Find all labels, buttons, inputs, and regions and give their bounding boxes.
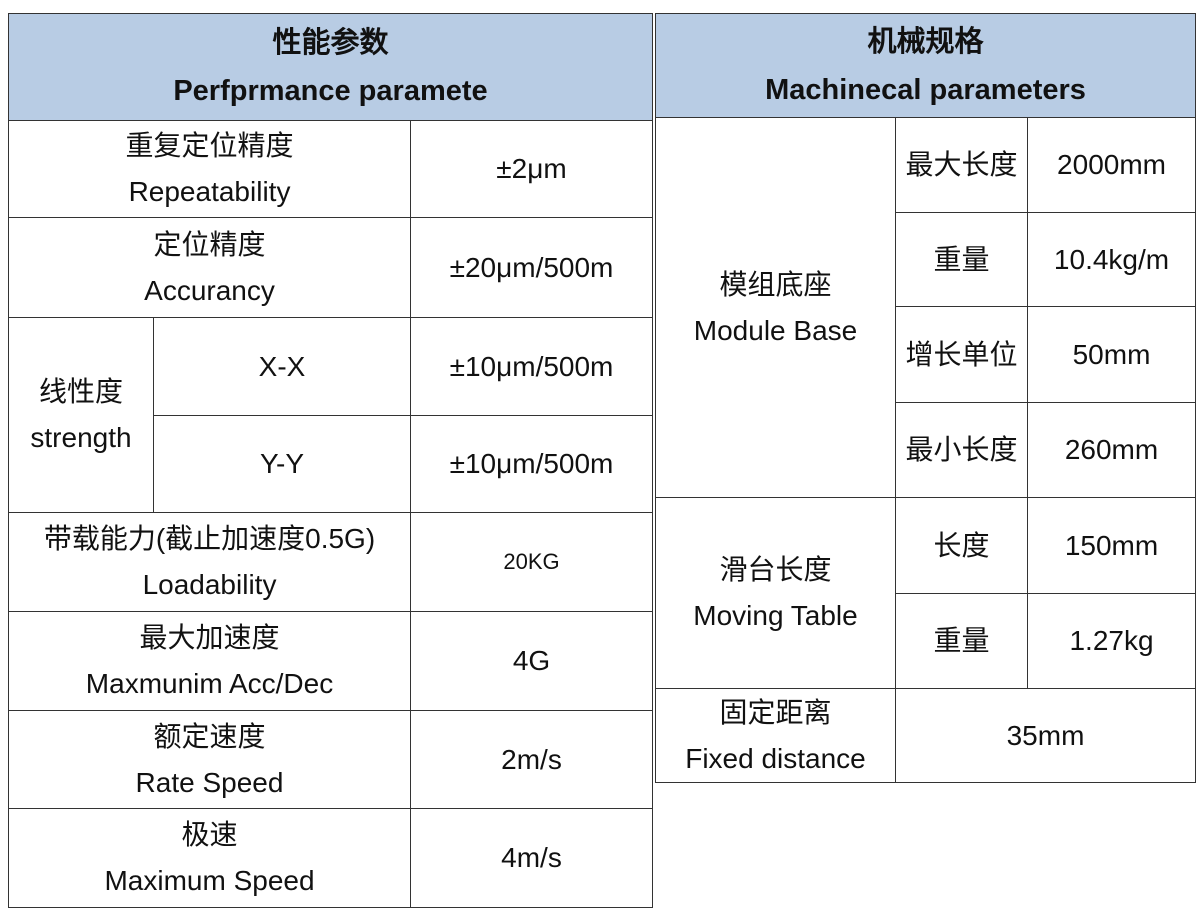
cell-text: Loadability xyxy=(142,569,277,600)
row-value: 4m/s xyxy=(410,808,653,908)
mechanical-header: 机械规格 Machinecal parameters xyxy=(654,13,1197,118)
cell-text: 极速 xyxy=(181,819,238,850)
sub-label: X-X xyxy=(153,317,411,416)
title-cn: 性能参数 xyxy=(272,27,389,59)
group-label: 模组底座 Module Base xyxy=(655,117,896,498)
cell-text: 模组底座 xyxy=(719,268,832,300)
row-label: 线性度 strength xyxy=(8,317,154,513)
cell-text: Module Base xyxy=(693,314,858,346)
table-row: 最小长度 260mm xyxy=(656,402,1197,498)
cell-text: Repeatability xyxy=(128,176,291,207)
cell-text: 带载能力(截止加速度0.5G) xyxy=(43,523,376,554)
item-value: 2000mm xyxy=(1026,117,1197,213)
mechanical-table: 机械规格 Machinecal parameters 模组底座 Module Ba… xyxy=(654,13,1197,783)
row-value: ±10μm/500m xyxy=(410,415,653,513)
sub-label: Y-Y xyxy=(153,415,411,513)
performance-header: 性能参数 Perfprmance paramete xyxy=(8,13,653,121)
table-row: 固定距离 Fixed distance 35mm xyxy=(655,688,1197,783)
cell-text: Rate Speed xyxy=(135,766,284,798)
item-label: 增长单位 xyxy=(895,306,1028,403)
item-value: 150mm xyxy=(1026,497,1197,594)
table-row: 线性度 strength X-X ±10μm/500m xyxy=(8,317,653,513)
cell-text: 重复定位精度 xyxy=(125,130,294,161)
cell-text: Moving Table xyxy=(693,600,858,631)
row-value: 4G xyxy=(410,611,653,711)
group-label: 滑台长度 Moving Table xyxy=(655,497,896,689)
cell-text: strength xyxy=(30,422,132,453)
cell-text: Maxmunim Acc/Dec xyxy=(85,668,334,699)
table-row: 极速 Maximum Speed 4m/s xyxy=(8,808,653,908)
table-row: 重复定位精度 Repeatability ±2μm xyxy=(8,120,653,218)
item-value: 1.27kg xyxy=(1026,593,1197,689)
item-value: 35mm xyxy=(894,688,1197,783)
table-row: 重量 1.27kg xyxy=(656,593,1197,689)
table-row: 模组底座 Module Base 最大长度 2000mm xyxy=(655,117,1197,498)
table-row: 滑台长度 Moving Table 长度 150mm xyxy=(655,497,1197,689)
table-row: 最大加速度 Maxmunim Acc/Dec 4G xyxy=(8,611,653,711)
item-label: 重量 xyxy=(895,212,1028,307)
row-value: 20KG xyxy=(410,512,653,612)
table-row: 定位精度 Accurancy ±20μm/500m xyxy=(8,217,653,318)
row-value: ±2μm xyxy=(410,120,653,218)
cell-text: 线性度 xyxy=(38,376,123,407)
table-row: 带载能力(截止加速度0.5G) Loadability 20KG xyxy=(8,512,653,612)
table-row: 增长单位 50mm xyxy=(656,306,1197,403)
row-label: 定位精度 Accurancy xyxy=(8,217,411,318)
item-label: 长度 xyxy=(895,497,1028,594)
cell-text: Fixed distance xyxy=(685,742,866,774)
item-value: 50mm xyxy=(1026,306,1197,403)
performance-table: 性能参数 Perfprmance paramete 重复定位精度 Repeatab… xyxy=(8,13,653,908)
title-en: Machinecal parameters xyxy=(765,73,1086,106)
row-label: 极速 Maximum Speed xyxy=(8,808,411,908)
row-value: ±20μm/500m xyxy=(410,217,653,318)
row-label: 带载能力(截止加速度0.5G) Loadability xyxy=(8,512,411,612)
item-value: 10.4kg/m xyxy=(1026,212,1197,307)
item-label: 最小长度 xyxy=(895,402,1028,498)
row-label: 最大加速度 Maxmunim Acc/Dec xyxy=(8,611,411,711)
row-label: 额定速度 Rate Speed xyxy=(8,710,411,809)
cell-text: 定位精度 xyxy=(153,228,266,260)
table-row: Y-Y ±10μm/500m xyxy=(9,415,653,513)
cell-text: 滑台长度 xyxy=(719,554,832,585)
item-value: 260mm xyxy=(1026,402,1197,498)
row-value: 2m/s xyxy=(410,710,653,809)
row-label: 重复定位精度 Repeatability xyxy=(8,120,411,218)
cell-text: 固定距离 xyxy=(719,696,832,728)
row-value: ±10μm/500m xyxy=(410,317,653,416)
table-row: 额定速度 Rate Speed 2m/s xyxy=(8,710,653,809)
cell-text: 最大加速度 xyxy=(139,622,280,653)
cell-text: Maximum Speed xyxy=(104,865,315,896)
item-label: 最大长度 xyxy=(895,117,1028,213)
title-en: Perfprmance paramete xyxy=(173,75,488,107)
group-label: 固定距离 Fixed distance xyxy=(655,688,896,783)
cell-text: Accurancy xyxy=(144,274,275,306)
cell-text: 额定速度 xyxy=(153,720,266,752)
title-cn: 机械规格 xyxy=(867,25,984,58)
item-label: 重量 xyxy=(895,593,1028,689)
